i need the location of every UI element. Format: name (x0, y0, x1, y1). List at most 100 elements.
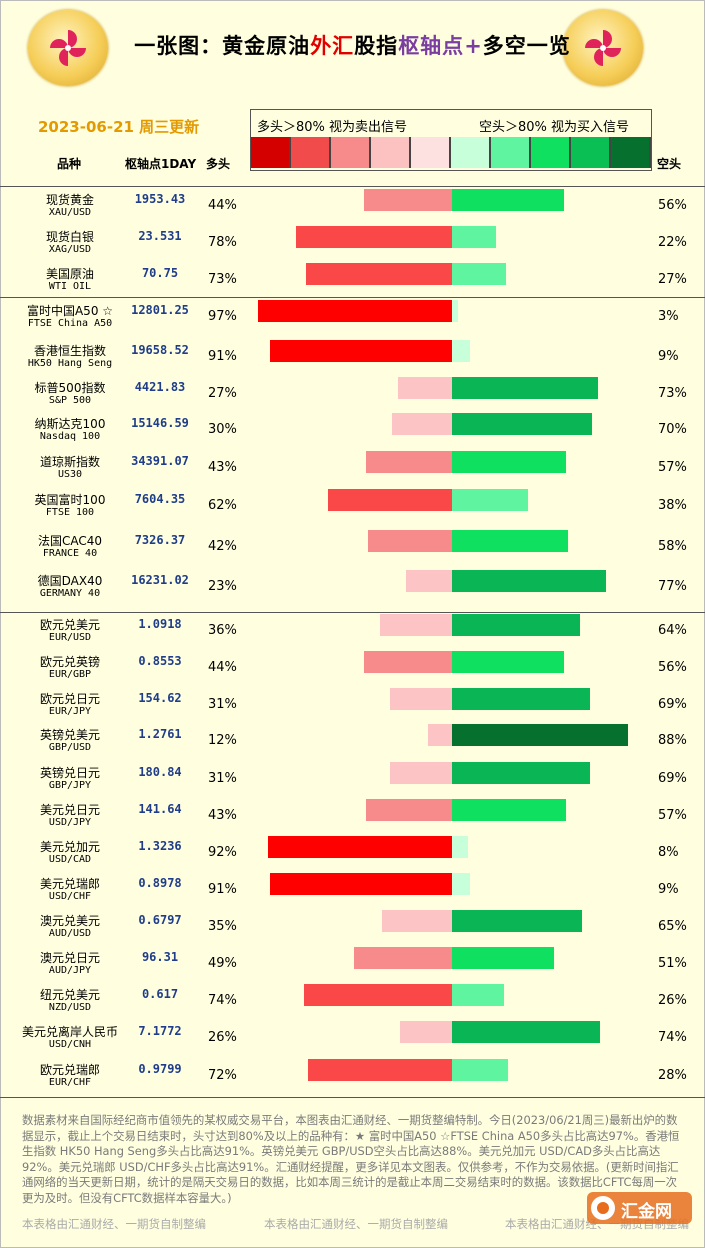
long-bar (296, 226, 452, 248)
short-percent: 69% (658, 771, 687, 786)
long-percent: 42% (208, 539, 237, 554)
short-bar (452, 413, 592, 435)
header-pivot: 枢轴点1DAY (125, 157, 197, 171)
legend-swatch (251, 137, 291, 168)
long-percent: 12% (208, 733, 237, 748)
instrument-name-cn: 标普500指数 (34, 381, 106, 395)
instrument-name-cn: 欧元兑日元 (39, 692, 100, 706)
short-percent: 74% (658, 1030, 687, 1045)
short-percent: 38% (658, 498, 687, 513)
table-row: 欧元兑瑞郎 EUR/CHF 0.9799 72% 28% (0, 1059, 705, 1096)
table-row: 标普500指数 S&P 500 4421.83 27% 73% (0, 377, 705, 414)
instrument-name-cn: 澳元兑日元 (39, 951, 100, 965)
legend-swatch (611, 137, 651, 168)
instrument-name-cn: 澳元兑美元 (39, 914, 100, 928)
pivot-value: 1.0918 (138, 617, 182, 631)
short-bar (452, 340, 470, 362)
instrument-name-en: GBP/USD (48, 742, 92, 753)
long-bar (390, 762, 452, 784)
short-bar (452, 651, 564, 673)
table-row: 澳元兑美元 AUD/USD 0.6797 35% 65% (0, 910, 705, 947)
short-bar (452, 263, 506, 285)
instrument-name-cn: 香港恒生指数 (33, 344, 106, 358)
long-bar (380, 614, 452, 636)
instrument-name-en: EUR/JPY (48, 706, 92, 717)
short-bar (452, 762, 590, 784)
long-bar (354, 947, 452, 969)
long-bar (406, 570, 452, 592)
instrument-name-en: FRANCE 40 (42, 548, 98, 559)
legend-short-note: 空头＞80% 视为买入信号 (479, 120, 630, 135)
long-bar (364, 189, 452, 211)
short-percent: 64% (658, 623, 687, 638)
short-bar (452, 489, 528, 511)
title-part: 一张图：黄金原油 (134, 34, 311, 58)
long-bar (328, 489, 452, 511)
instrument-name-cn: 纳斯达克100 (34, 417, 106, 431)
short-bar (452, 873, 470, 895)
long-bar (392, 413, 452, 435)
pivot-value: 1.3236 (138, 839, 182, 853)
short-percent: 69% (658, 697, 687, 712)
short-bar (452, 688, 590, 710)
pivot-value: 70.75 (141, 266, 179, 280)
instrument-name-en: Nasdaq 100 (39, 431, 101, 442)
pivot-value: 7604.35 (134, 492, 186, 506)
pivot-value: 4421.83 (134, 380, 186, 394)
long-bar (382, 910, 452, 932)
pivot-value: 23.531 (138, 229, 182, 243)
instrument-name-cn: 富时中国A50 ☆ (26, 304, 114, 318)
instrument-name-en: FTSE China A50 (27, 318, 113, 329)
pivot-value: 141.64 (138, 802, 182, 816)
short-percent: 73% (658, 386, 687, 401)
long-percent: 92% (208, 845, 237, 860)
instrument-name-en: USD/CHF (48, 891, 92, 902)
short-percent: 9% (658, 882, 679, 897)
short-bar (452, 300, 458, 322)
long-percent: 30% (208, 422, 237, 437)
pivot-value: 0.8978 (138, 876, 182, 890)
short-bar (452, 614, 580, 636)
long-percent: 27% (208, 386, 237, 401)
short-percent: 77% (658, 579, 687, 594)
long-percent: 49% (208, 956, 237, 971)
short-percent: 22% (658, 235, 687, 250)
instrument-name-en: WTI OIL (48, 281, 92, 292)
pivot-value: 1953.43 (134, 192, 186, 206)
table-row: 英国富时100 FTSE 100 7604.35 62% 38% (0, 489, 705, 526)
pivot-value: 0.9799 (138, 1062, 182, 1076)
instrument-name-cn: 美元兑离岸人民币 (21, 1025, 118, 1039)
pivot-value: 1.2761 (138, 727, 182, 741)
long-percent: 43% (208, 808, 237, 823)
long-bar (270, 340, 452, 362)
legend-long-note: 多头＞80% 视为卖出信号 (257, 120, 408, 135)
long-bar (268, 836, 452, 858)
long-percent: 91% (208, 349, 237, 364)
table-row: 现货黄金 XAU/USD 1953.43 44% 56% (0, 189, 705, 226)
instrument-name-en: USD/CAD (48, 854, 92, 865)
legend-swatch (531, 137, 571, 168)
short-bar (452, 226, 496, 248)
instrument-name-cn: 美元兑瑞郎 (39, 877, 100, 891)
pivot-value: 34391.07 (131, 454, 189, 468)
pinwheel-icon (585, 30, 621, 66)
short-percent: 8% (658, 845, 679, 860)
short-percent: 3% (658, 309, 679, 324)
table-row: 美元兑离岸人民币 USD/CNH 7.1772 26% 74% (0, 1021, 705, 1058)
instrument-name-en: AUD/USD (48, 928, 92, 939)
pivot-value: 0.6797 (138, 913, 182, 927)
pivot-value: 7326.37 (134, 533, 186, 547)
pivot-value: 12801.25 (131, 303, 189, 317)
long-percent: 72% (208, 1068, 237, 1083)
watermark-text: 汇金网 (621, 1202, 672, 1222)
instrument-name-en: EUR/GBP (48, 669, 92, 680)
long-bar (368, 530, 452, 552)
footer-note: 数据素材来自国际经纪商市值领先的某权威交易平台，本图表由汇通财经、一期货整编特制… (22, 1113, 680, 1205)
instrument-name-en: GBP/JPY (48, 780, 92, 791)
pivot-value: 180.84 (138, 765, 182, 779)
table-row: 美元兑日元 USD/JPY 141.64 43% 57% (0, 799, 705, 836)
long-percent: 26% (208, 1030, 237, 1045)
divider (0, 1097, 705, 1098)
instrument-name-cn: 英镑兑日元 (39, 766, 100, 780)
short-bar (452, 570, 606, 592)
